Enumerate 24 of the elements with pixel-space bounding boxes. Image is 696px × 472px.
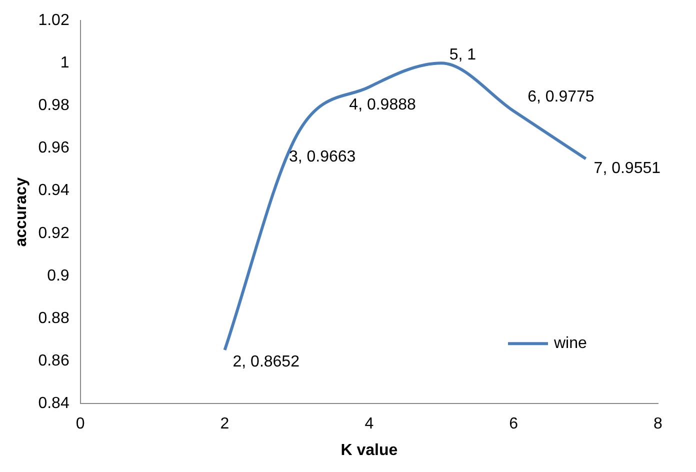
x-tick-label: 2	[220, 416, 230, 433]
y-tick-label: 0.86	[38, 352, 70, 370]
y-tick-label: 0.94	[38, 182, 70, 200]
y-tick-label: 0.84	[38, 395, 70, 412]
legend-label: wine	[553, 335, 588, 352]
x-axis-title: K value	[340, 442, 398, 459]
y-tick-label: 0.92	[38, 224, 70, 242]
x-tick-label: 4	[364, 416, 374, 433]
data-label: 6, 0.9775	[528, 88, 594, 106]
y-tick-label: 0.9	[47, 267, 70, 284]
y-tick-label: 1.02	[38, 12, 70, 30]
y-axis-title: accuracy	[13, 177, 30, 247]
y-tick-label: 0.96	[38, 140, 70, 157]
y-tick-label: 0.98	[38, 97, 70, 114]
data-label: 4, 0.9888	[349, 96, 416, 114]
x-tick-label: 8	[654, 416, 663, 433]
data-label: 5, 1	[449, 46, 476, 64]
data-label: 2, 0.8652	[232, 353, 300, 370]
x-tick-label: 0	[76, 416, 85, 433]
y-tick-label: 1	[60, 54, 70, 72]
y-tick-label: 0.88	[38, 310, 70, 327]
x-tick-label: 6	[509, 416, 518, 433]
data-label: 7, 0.9551	[594, 160, 661, 178]
data-label: 3, 0.9663	[288, 148, 356, 166]
